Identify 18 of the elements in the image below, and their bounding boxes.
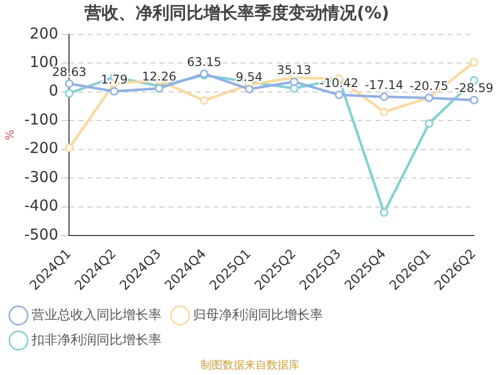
chart-title: 营收、净利同比增长率季度变动情况(%) (84, 4, 390, 24)
text: 制图数据来自数据库 (200, 358, 300, 372)
data-label: 12.26 (142, 69, 176, 84)
data-label: 63.15 (186, 54, 222, 69)
y-tick-label: -100 (24, 110, 58, 128)
legend-label: 扣非净利润同比增长率 (30, 332, 162, 348)
y-axis-title: % (3, 130, 16, 140)
y-tick-label: -400 (24, 196, 58, 215)
y-tick-label: -200 (24, 139, 58, 158)
data-label: -17.14 (364, 78, 404, 92)
y-tick-label: -500 (24, 225, 58, 244)
data-label: -20.75 (410, 78, 448, 93)
data-label: 35.13 (276, 62, 312, 77)
legend-label: 归母净利润同比增长率 (193, 306, 323, 323)
y-tick-label: 0 (48, 82, 58, 100)
y-tick-label: -300 (24, 168, 58, 186)
legend-label: 营业总收入同比增长率 (32, 306, 162, 323)
y-tick-label: 200 (30, 24, 58, 42)
